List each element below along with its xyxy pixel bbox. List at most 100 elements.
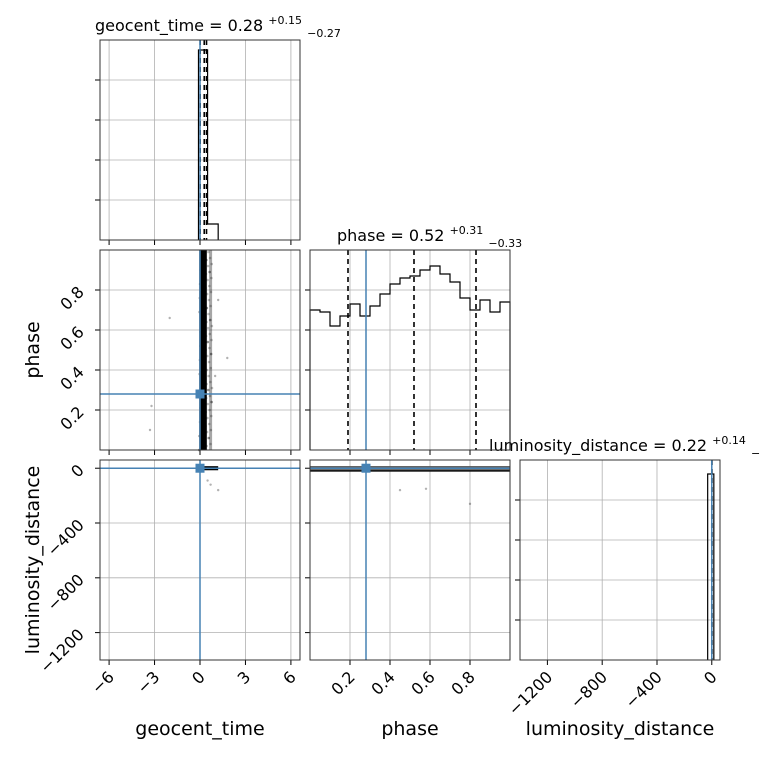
x-tick-label-phase: 0.8 (447, 667, 478, 698)
scatter-point (206, 264, 210, 268)
panel-frame (99, 39, 301, 241)
title-luminosity-distance-value: luminosity_distance = 0.22 (489, 436, 707, 456)
panel-luminosity_distance-luminosity_distance (515, 460, 720, 665)
scatter-point (207, 374, 210, 378)
title-geocent-time-plus: +0.15 (268, 14, 302, 27)
scatter-point (207, 436, 211, 440)
histogram-phase (309, 265, 511, 450)
scatter-point (207, 360, 211, 364)
scatter-point (210, 338, 213, 342)
scatter-point (208, 408, 211, 412)
x-tick-label-phase: 0.4 (367, 667, 398, 698)
truth-marker (361, 463, 371, 473)
scatter-point (206, 388, 210, 392)
truth-marker (195, 389, 205, 399)
y-tick-label-phase: 0.2 (56, 402, 87, 433)
scatter-point (207, 436, 211, 440)
scatter-point (207, 422, 211, 426)
histogram-geocent_time (197, 49, 219, 240)
y-tick-label-luminosity_distance: −400 (43, 515, 88, 560)
title-luminosity-distance-minus: −0.21 (751, 447, 760, 460)
scatter-point (209, 352, 213, 356)
scatter-point (208, 394, 212, 398)
title-phase: phase = 0.52 +0.31 −0.33 (337, 219, 522, 250)
density-band-geocent-phase (199, 250, 207, 450)
panel-frame (99, 459, 301, 661)
scatter-point (207, 250, 210, 254)
panel-frame (309, 249, 511, 451)
scatter-point (206, 278, 209, 282)
scatter-point (209, 366, 213, 370)
x-tick-label-luminosity_distance: −400 (621, 667, 666, 712)
panel-geocent_time-geocent_time (95, 40, 300, 245)
x-tick-label-phase: 0.6 (407, 667, 438, 698)
panels: −6 −3 0 3 6 0.2 0.4 0.6 0.8 −1200 −800 −400 00.20.40… (36, 39, 721, 719)
scatter-point (210, 262, 214, 266)
y-tick-label-phase: 0.6 (56, 322, 87, 353)
x-tick-label-luminosity_distance: −800 (567, 667, 612, 712)
title-phase-minus: −0.33 (488, 237, 522, 250)
outlier-point (168, 316, 171, 320)
panel-frame (99, 249, 301, 451)
scatter-point (208, 346, 211, 350)
scatter-point (206, 340, 210, 344)
scatter-point (209, 304, 212, 308)
scatter-point (208, 332, 212, 336)
outlier-point (468, 502, 472, 506)
scatter-point (208, 256, 212, 260)
panel-phase-phase (305, 250, 510, 455)
scatter-point (208, 270, 211, 274)
outlier-point (213, 374, 217, 378)
scatter-point (207, 312, 210, 316)
title-geocent-time-minus: −0.27 (307, 27, 341, 40)
scatter-point (206, 388, 210, 392)
scatter-point (209, 290, 213, 294)
title-phase-value: phase = 0.52 (337, 226, 444, 245)
x-tick-label-geocent_time: 3 (234, 667, 255, 688)
x-tick-label-geocent_time: 0 (188, 667, 209, 688)
scatter-point (209, 428, 213, 432)
scatter-point (208, 270, 211, 274)
scatter-point (210, 400, 213, 404)
scatter-point (210, 276, 213, 280)
panel-frame (309, 459, 511, 661)
outlier-point (209, 483, 212, 486)
scatter-point (209, 380, 212, 384)
scatter-point (208, 318, 212, 322)
title-luminosity-distance: luminosity_distance = 0.22 +0.14 −0.21 (489, 429, 760, 460)
scatter-point (206, 326, 210, 330)
x-axis-label-luminosity-distance: luminosity_distance (526, 718, 715, 740)
scatter-point (209, 352, 213, 356)
truth-marker (195, 463, 205, 473)
x-axis-label-geocent-time: geocent_time (135, 718, 264, 740)
scatter-point (206, 402, 210, 406)
scatter-point (206, 416, 209, 420)
outlier-point (424, 487, 428, 490)
outlier-point (150, 404, 153, 408)
scatter-point (208, 318, 212, 322)
scatter-point (210, 386, 214, 390)
scatter-point (210, 400, 213, 404)
scatter-point (210, 324, 214, 328)
histogram-luminosity_distance (707, 473, 715, 660)
x-tick-label-geocent_time: −3 (133, 667, 163, 697)
y-tick-label-phase: 0.4 (56, 362, 87, 393)
y-tick-label-luminosity_distance: 0 (67, 461, 88, 482)
scatter-point (207, 284, 211, 288)
panel-frame (519, 459, 721, 661)
panel-phase-luminosity_distance (305, 460, 510, 665)
outlier-point (206, 479, 209, 482)
x-tick-label-luminosity_distance: 0 (700, 667, 721, 688)
scatter-point (209, 442, 212, 446)
x-tick-label-geocent_time: 6 (279, 667, 300, 688)
outlier-point (226, 356, 229, 360)
x-tick-label-geocent_time: −6 (88, 667, 118, 697)
panel-geocent_time-luminosity_distance (95, 460, 300, 665)
x-tick-label-luminosity_distance: −1200 (505, 667, 557, 719)
scatter-point (206, 340, 210, 344)
outlier-point (398, 488, 402, 492)
y-tick-label-luminosity_distance: −800 (43, 570, 88, 615)
outlier-point (148, 428, 152, 432)
y-axis-label-luminosity-distance: luminosity_distance (22, 466, 44, 655)
outlier-point (216, 298, 220, 302)
